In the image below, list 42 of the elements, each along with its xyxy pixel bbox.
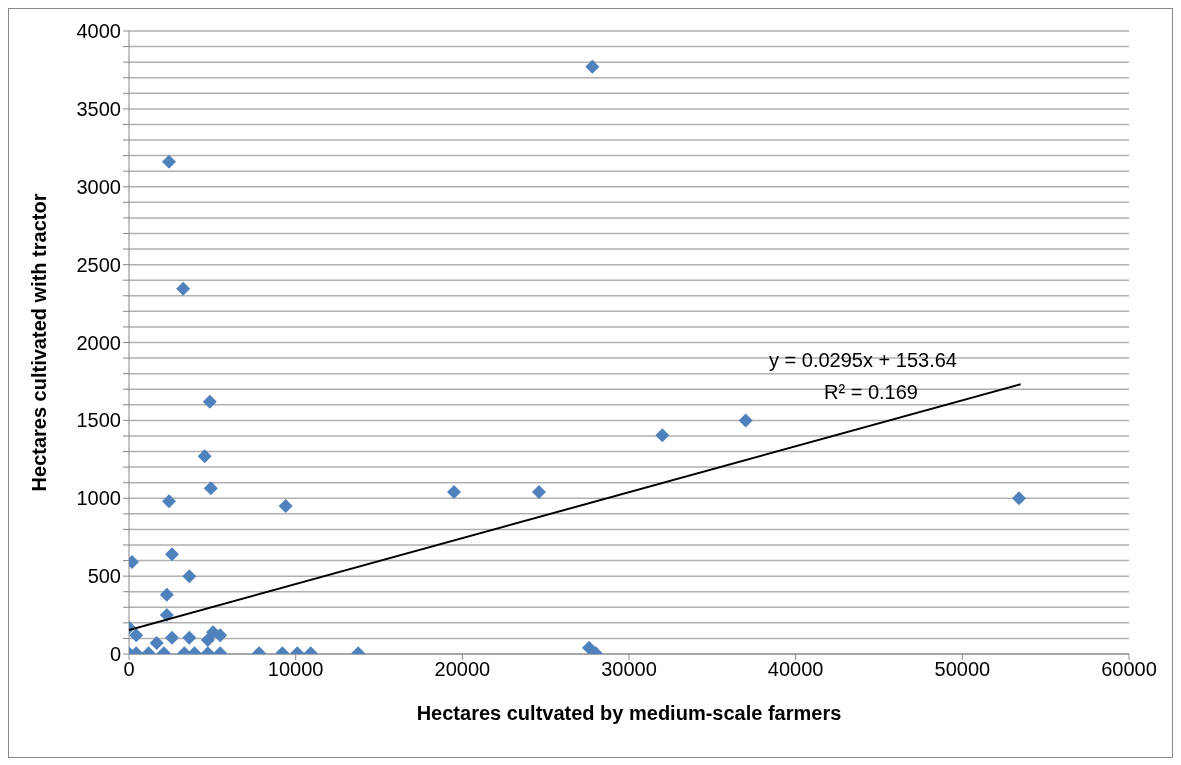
y-tick-label: 3000 bbox=[76, 175, 121, 198]
point bbox=[202, 394, 217, 409]
point bbox=[447, 485, 461, 500]
point bbox=[738, 413, 753, 428]
point bbox=[278, 499, 293, 514]
point bbox=[165, 547, 179, 562]
y-tick-label: 3500 bbox=[76, 97, 121, 120]
x-tick-label: 30000 bbox=[601, 658, 657, 681]
x-tick-label: 50000 bbox=[934, 658, 991, 681]
x-axis-title: Hectares cultvated by medium-scale farmers bbox=[416, 702, 842, 724]
y-tick-label: 2500 bbox=[76, 253, 121, 276]
point bbox=[200, 632, 215, 647]
x-tick-label: 40000 bbox=[767, 658, 824, 681]
point bbox=[585, 59, 600, 74]
point bbox=[182, 569, 197, 584]
y-tick-label: 0 bbox=[109, 643, 121, 666]
y-axis-title: Hectares cultivated with tractor bbox=[28, 193, 51, 492]
y-tick-label: 4000 bbox=[76, 20, 121, 43]
annotation: R² = 0.169 bbox=[824, 381, 918, 404]
point bbox=[203, 481, 218, 496]
point bbox=[655, 428, 670, 443]
point bbox=[213, 628, 228, 643]
point bbox=[197, 449, 212, 464]
point bbox=[182, 630, 197, 645]
y-tick-label: 1000 bbox=[76, 487, 121, 510]
point bbox=[159, 587, 174, 602]
x-tick-label: 10000 bbox=[267, 658, 324, 681]
y-tick-label: 2000 bbox=[76, 331, 121, 354]
point bbox=[1012, 491, 1026, 506]
point bbox=[162, 494, 176, 509]
point bbox=[532, 485, 546, 500]
x-tick-label: 60000 bbox=[1101, 658, 1157, 681]
y-tick-label: 500 bbox=[87, 565, 121, 588]
point bbox=[176, 281, 191, 296]
point bbox=[129, 628, 144, 643]
x-tick-label: 20000 bbox=[434, 658, 491, 681]
point bbox=[162, 154, 176, 169]
annotation: y = 0.0295x + 153.64 bbox=[769, 349, 957, 372]
point bbox=[149, 636, 164, 651]
y-tick-label: 1500 bbox=[76, 409, 121, 432]
point bbox=[165, 630, 179, 645]
x-tick-label: 0 bbox=[123, 658, 135, 681]
